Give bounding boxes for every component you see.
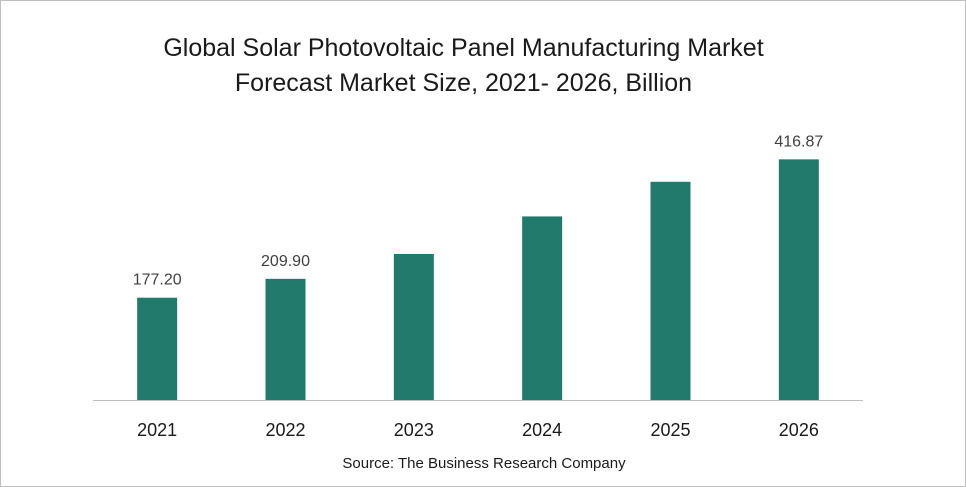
chart-title: Global Solar Photovoltaic Panel Manufact… xyxy=(1,31,926,101)
bar-2023 xyxy=(393,253,434,400)
data-label-2021: 177.20 xyxy=(133,272,182,289)
x-tick-label-2022: 2022 xyxy=(265,420,305,440)
data-label-2022: 209.90 xyxy=(261,253,310,270)
chart-title-line-1: Global Solar Photovoltaic Panel Manufact… xyxy=(163,34,764,62)
source-note: Source: The Business Research Company xyxy=(342,455,626,472)
bar-2025 xyxy=(650,181,691,400)
x-tick-label-2021: 2021 xyxy=(137,420,177,440)
x-tick-label-2023: 2023 xyxy=(394,420,434,440)
data-label-2026: 416.87 xyxy=(774,133,823,150)
bar-2026 xyxy=(778,159,819,400)
x-tick-label-2024: 2024 xyxy=(522,420,562,440)
bar-2024 xyxy=(522,216,563,400)
bar-2021 xyxy=(137,297,178,400)
bar-2022 xyxy=(265,278,306,400)
x-tick-label-2025: 2025 xyxy=(650,420,690,440)
chart-title-line-2: Forecast Market Size, 2021- 2026, Billio… xyxy=(234,69,693,97)
x-tick-label-2026: 2026 xyxy=(779,420,819,440)
